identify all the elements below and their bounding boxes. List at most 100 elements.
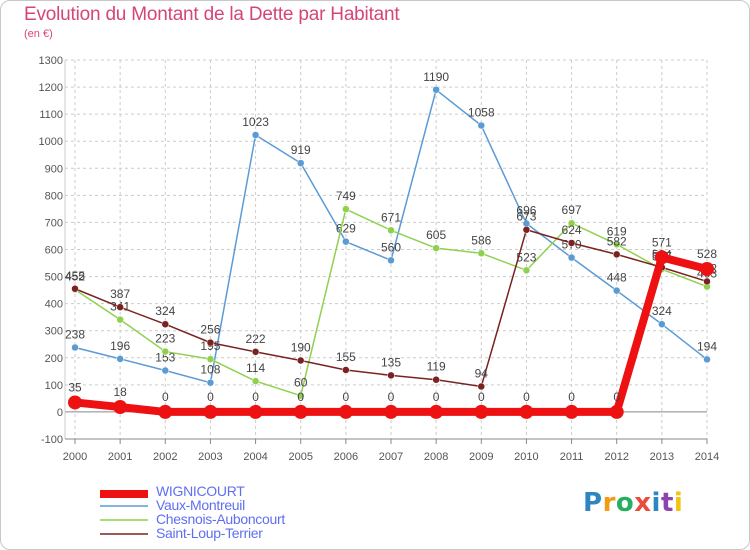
- x-tick-label: 2006: [334, 451, 358, 463]
- y-tick-label: 600: [45, 245, 63, 257]
- data-point-chesnois-auboncourt: [522, 266, 531, 275]
- data-label-wignicourt: 18: [113, 385, 127, 399]
- data-label-vaux-montreuil: 196: [110, 339, 130, 353]
- data-label-vaux-montreuil: 238: [65, 327, 85, 341]
- data-label-saint-loup-terrier: 256: [200, 323, 220, 337]
- data-point-vaux-montreuil: [477, 121, 486, 130]
- chart-title: Evolution du Montant de la Dette par Hab…: [24, 4, 400, 25]
- data-point-chesnois-auboncourt: [296, 391, 305, 400]
- y-tick-label: 1100: [39, 109, 63, 121]
- logo-letter: i: [673, 488, 684, 518]
- data-label-wignicourt: 35: [68, 380, 82, 394]
- data-label-saint-loup-terrier: 119: [427, 360, 446, 374]
- data-label-wignicourt: 0: [478, 390, 485, 404]
- logo-letter: i: [651, 488, 661, 518]
- x-tick-label: 2003: [198, 451, 222, 463]
- data-point-chesnois-auboncourt: [387, 226, 395, 235]
- data-point-chesnois-auboncourt: [342, 205, 350, 213]
- data-label-saint-loup-terrier: 324: [155, 304, 175, 318]
- logo-letter: o: [615, 488, 635, 518]
- data-point-chesnois-auboncourt: [116, 315, 124, 324]
- data-label-chesnois-auboncourt: 60: [294, 376, 308, 390]
- data-point-wignicourt: [203, 404, 218, 419]
- data-point-saint-loup-terrier: [612, 250, 621, 259]
- x-tick-label: 2014: [695, 451, 719, 463]
- legend-item-chesnois-auboncourt: Chesnois-Auboncourt: [100, 512, 285, 526]
- data-label-chesnois-auboncourt: 697: [562, 203, 582, 217]
- x-tick-label: 2008: [424, 451, 448, 463]
- data-label-saint-loup-terrier: 582: [607, 234, 627, 248]
- y-tick-label: 100: [45, 380, 63, 392]
- data-point-wignicourt: [429, 404, 444, 419]
- y-tick-label: 900: [45, 163, 63, 175]
- y-tick-label: 0: [57, 407, 63, 419]
- data-point-wignicourt: [384, 404, 398, 419]
- data-label-wignicourt: 0: [343, 390, 350, 404]
- data-label-vaux-montreuil: 448: [607, 271, 627, 285]
- data-label-saint-loup-terrier: 387: [110, 287, 130, 301]
- data-label-chesnois-auboncourt: 671: [381, 210, 401, 224]
- x-tick-label: 2002: [153, 451, 177, 463]
- data-point-chesnois-auboncourt: [161, 347, 170, 356]
- data-point-chesnois-auboncourt: [432, 244, 440, 252]
- y-tick-label: 1300: [39, 55, 63, 67]
- data-point-saint-loup-terrier: [161, 320, 170, 328]
- data-point-vaux-montreuil: [116, 355, 124, 363]
- proxiti-logo: Proxiti: [583, 488, 683, 518]
- legend-item-vaux-montreuil: Vaux-Montreuil: [100, 498, 285, 512]
- chart-subtitle: (en €): [24, 28, 53, 40]
- y-tick-label: 500: [45, 272, 63, 284]
- data-label-wignicourt: 0: [613, 390, 620, 404]
- data-point-chesnois-auboncourt: [251, 377, 260, 385]
- legend-item-wignicourt: WIGNICOURT: [100, 484, 285, 498]
- data-label-vaux-montreuil: 696: [516, 204, 536, 218]
- x-tick-label: 2007: [379, 451, 403, 463]
- data-point-saint-loup-terrier: [71, 285, 79, 293]
- y-tick-label: 700: [45, 217, 63, 229]
- x-tick-label: 2010: [514, 451, 538, 463]
- data-label-vaux-montreuil: 1058: [468, 106, 495, 120]
- data-point-vaux-montreuil: [703, 355, 711, 364]
- data-point-wignicourt: [564, 404, 579, 419]
- legend-label: WIGNICOURT: [156, 483, 245, 499]
- x-tick-label: 2004: [243, 451, 267, 463]
- data-point-vaux-montreuil: [296, 159, 305, 167]
- data-point-wignicourt: [248, 404, 263, 419]
- data-point-vaux-montreuil: [387, 256, 395, 265]
- data-point-wignicourt: [609, 404, 624, 419]
- data-label-vaux-montreuil: 560: [381, 240, 401, 254]
- data-point-wignicourt: [68, 395, 82, 410]
- data-point-chesnois-auboncourt: [477, 249, 486, 258]
- data-point-vaux-montreuil: [342, 237, 350, 246]
- data-point-saint-loup-terrier: [522, 225, 531, 234]
- data-point-vaux-montreuil: [161, 366, 170, 375]
- data-label-wignicourt: 528: [697, 247, 717, 261]
- data-label-saint-loup-terrier: 673: [516, 210, 536, 224]
- data-label-chesnois-auboncourt: 523: [516, 250, 536, 264]
- data-point-vaux-montreuil: [658, 320, 666, 328]
- y-tick-label: 300: [45, 326, 63, 338]
- data-point-vaux-montreuil: [206, 378, 215, 387]
- data-label-chesnois-auboncourt: 586: [471, 233, 491, 247]
- data-label-chesnois-auboncourt: 114: [246, 361, 265, 375]
- data-point-vaux-montreuil: [251, 131, 260, 139]
- logo-letter: r: [602, 488, 616, 518]
- data-label-saint-loup-terrier: 135: [381, 355, 401, 369]
- data-point-saint-loup-terrier: [251, 348, 260, 356]
- x-tick-label: 2011: [560, 451, 584, 463]
- data-point-chesnois-auboncourt: [567, 219, 576, 227]
- data-label-vaux-montreuil: 919: [291, 143, 311, 157]
- data-point-wignicourt: [338, 404, 353, 419]
- x-tick-label: 2009: [469, 451, 493, 463]
- data-point-chesnois-auboncourt: [206, 355, 215, 363]
- y-tick-label: 800: [45, 190, 63, 202]
- y-tick-label: 400: [45, 299, 63, 311]
- data-label-wignicourt: 0: [252, 390, 259, 404]
- y-tick-label: -100: [41, 434, 63, 446]
- data-point-vaux-montreuil: [612, 286, 621, 295]
- legend-item-saint-loup-terrier: Saint-Loup-Terrier: [100, 526, 285, 540]
- data-label-wignicourt: 0: [162, 390, 169, 404]
- data-label-wignicourt: 0: [523, 390, 530, 404]
